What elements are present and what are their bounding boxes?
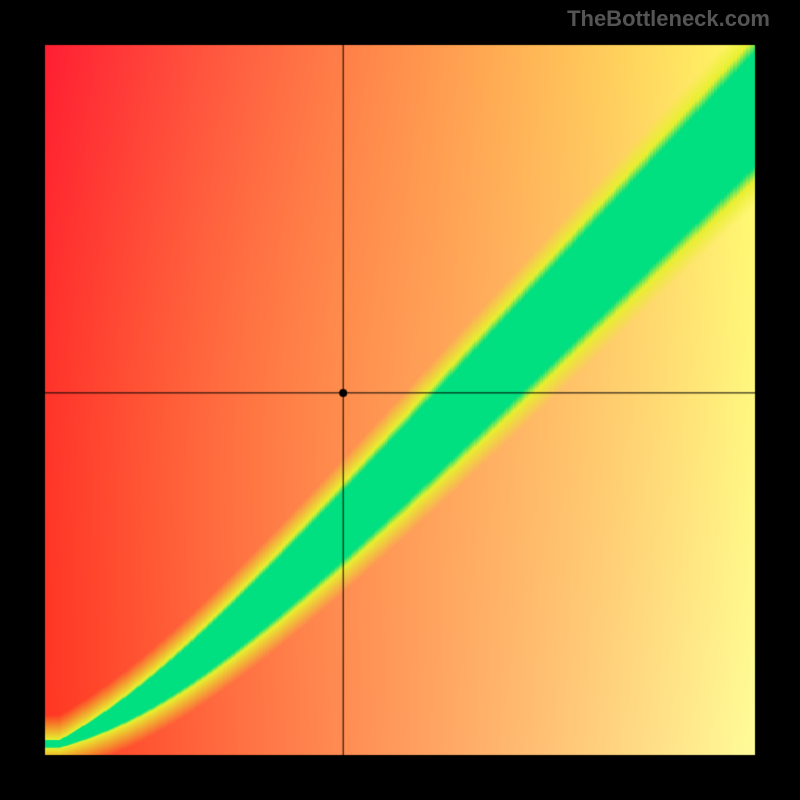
chart-container: TheBottleneck.com xyxy=(0,0,800,800)
watermark-text: TheBottleneck.com xyxy=(567,6,770,32)
bottleneck-heatmap-canvas xyxy=(0,0,800,800)
